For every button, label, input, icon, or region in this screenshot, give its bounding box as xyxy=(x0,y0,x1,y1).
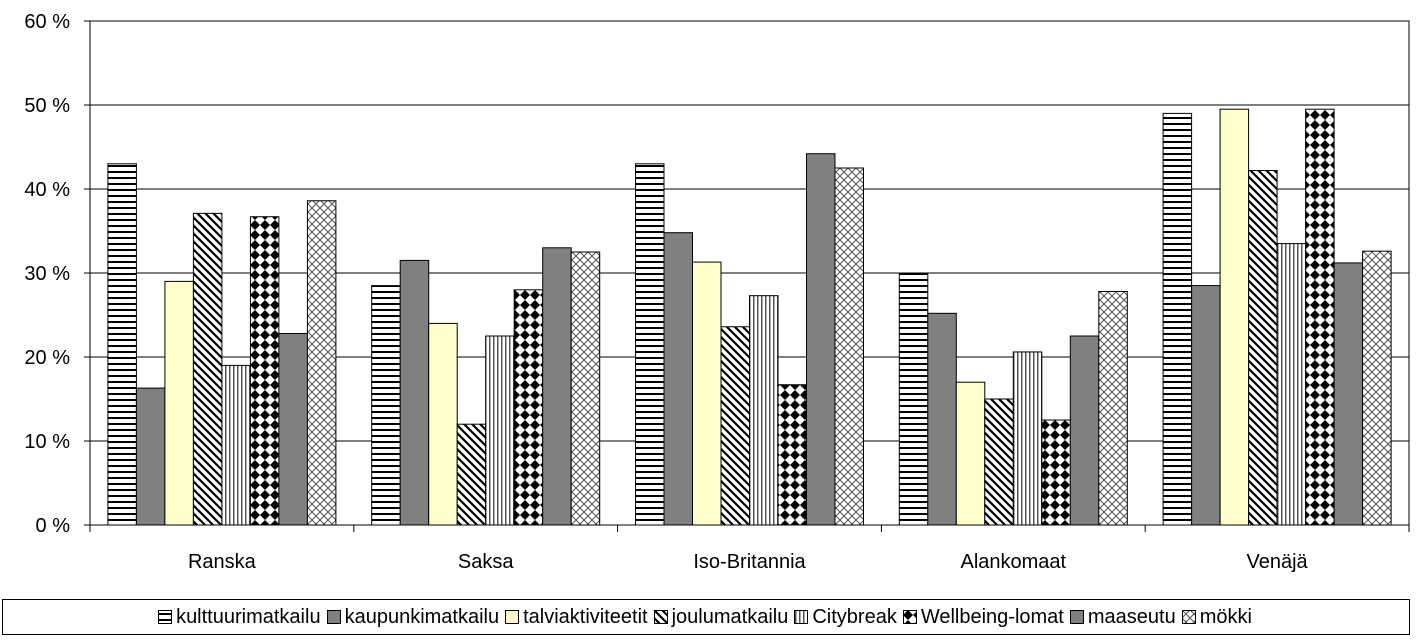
bar xyxy=(107,163,137,526)
bar xyxy=(955,381,986,526)
bar xyxy=(399,259,430,526)
y-tick-label: 10 % xyxy=(24,431,70,453)
legend-label: mökki xyxy=(1199,605,1252,628)
y-tick-label: 60 % xyxy=(24,11,70,33)
legend-label: talviaktiviteetit xyxy=(523,605,648,628)
bar xyxy=(306,200,337,526)
bar xyxy=(428,322,458,526)
bar xyxy=(806,153,836,526)
x-tick-label: Venäjä xyxy=(1247,551,1309,573)
bar xyxy=(1305,108,1335,526)
x-tick-label: Alankomaat xyxy=(960,551,1066,573)
legend-label: maaseutu xyxy=(1087,605,1176,628)
legend-swatch xyxy=(1181,610,1196,624)
bar xyxy=(777,384,807,526)
legend-item: Wellbeing-lomat xyxy=(902,605,1064,629)
bar xyxy=(1248,170,1278,526)
bar xyxy=(1162,112,1193,526)
x-tick-label: Ranska xyxy=(188,551,257,573)
bar xyxy=(663,232,693,526)
bar xyxy=(249,216,280,526)
bar xyxy=(278,332,308,526)
legend-item: mökki xyxy=(1181,605,1252,629)
legend: kulttuurimatkailu kaupunkimatkailu talviak… xyxy=(2,599,1410,635)
bar xyxy=(927,312,957,526)
bar xyxy=(720,326,750,526)
legend-swatch xyxy=(902,610,917,624)
bar xyxy=(1333,262,1364,526)
bar xyxy=(1012,351,1043,526)
x-tick-label: Iso-Britannia xyxy=(693,551,806,573)
y-tick-label: 30 % xyxy=(24,263,70,285)
bar xyxy=(1098,290,1128,526)
y-tick-label: 0 % xyxy=(36,515,71,537)
bar xyxy=(1069,335,1100,526)
bar xyxy=(1219,108,1250,526)
bar xyxy=(898,272,929,526)
y-tick-label: 50 % xyxy=(24,95,70,117)
legend-swatch xyxy=(326,610,341,624)
bar xyxy=(542,247,572,526)
bar xyxy=(192,212,223,526)
x-tick-label: Saksa xyxy=(458,551,514,573)
axes: 0 % 10 % 20 % 30 % 40 % 50 % 60 % Ranska Saksa Is… xyxy=(24,11,1410,573)
legend-label: kaupunkimatkailu xyxy=(344,605,500,628)
bar xyxy=(749,295,779,526)
legend-item: Citybreak xyxy=(794,605,897,629)
legend-label: Wellbeing-lomat xyxy=(920,605,1064,628)
bar xyxy=(692,261,722,526)
bar xyxy=(513,289,544,526)
legend-label: Citybreak xyxy=(812,605,897,628)
bar xyxy=(485,335,515,526)
legend-item: joulumatkailu xyxy=(653,605,789,629)
legend-item: talviaktiviteetit xyxy=(505,606,648,629)
legend-item: kaupunkimatkailu xyxy=(326,605,500,629)
legend-swatch xyxy=(1069,610,1084,624)
bar xyxy=(1041,419,1071,526)
bar-chart: 0 % 10 % 20 % 30 % 40 % 50 % 60 % Ranska Saksa Is… xyxy=(24,11,1410,573)
bar xyxy=(1191,285,1221,526)
bar xyxy=(371,285,401,526)
bar xyxy=(984,398,1014,526)
bar xyxy=(1362,250,1392,526)
y-tick-label: 20 % xyxy=(24,347,70,369)
legend-label: kulttuurimatkailu xyxy=(176,605,321,628)
legend-swatch xyxy=(505,610,520,624)
legend-swatch xyxy=(794,610,809,624)
y-tick-label: 40 % xyxy=(24,179,70,201)
bar xyxy=(221,364,251,526)
bar xyxy=(1276,243,1307,526)
legend-swatch xyxy=(653,610,668,624)
bar xyxy=(456,423,487,526)
bar xyxy=(834,167,864,526)
bar xyxy=(635,163,665,526)
bars xyxy=(107,108,1392,526)
legend-item: maaseutu xyxy=(1069,605,1176,629)
legend-item: kulttuurimatkailu xyxy=(158,606,321,629)
bar xyxy=(164,280,194,526)
bar xyxy=(570,251,601,526)
bar xyxy=(135,387,166,526)
legend-label: joulumatkailu xyxy=(671,605,789,628)
legend-swatch xyxy=(158,610,173,624)
